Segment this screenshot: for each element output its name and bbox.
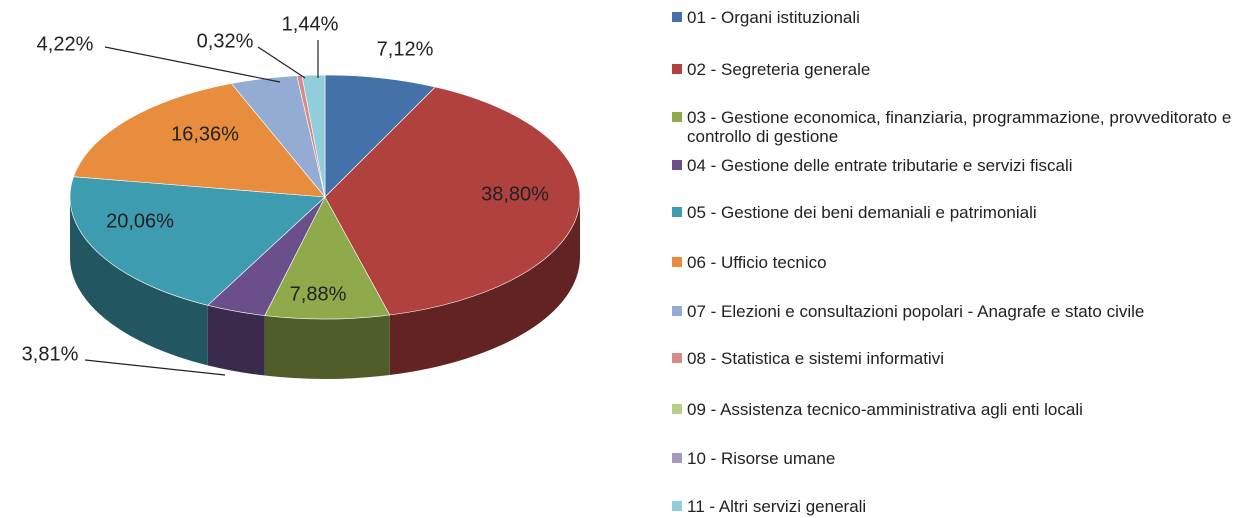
- legend-item: 03 - Gestione economica, finanziaria, pr…: [672, 108, 1232, 146]
- legend-swatch: [672, 160, 682, 170]
- legend-label: 09 - Assistenza tecnico-amministrativa a…: [687, 400, 1083, 419]
- legend-item: 01 - Organi istituzionali: [672, 8, 1232, 27]
- legend-item: 05 - Gestione dei beni demaniali e patri…: [672, 203, 1232, 222]
- data-label: 16,36%: [171, 123, 239, 145]
- leader-line: [84, 359, 226, 376]
- slice: [69, 176, 326, 306]
- data-label: 4,22%: [37, 33, 94, 55]
- legend-swatch: [672, 453, 682, 463]
- legend-swatch: [672, 112, 682, 122]
- legend-item: 02 - Segreteria generale: [672, 60, 1232, 79]
- legend-item: 10 - Risorse umane: [672, 449, 1232, 468]
- legend-item: 07 - Elezioni e consultazioni popolari -…: [672, 302, 1232, 321]
- legend-label: 08 - Statistica e sistemi informativi: [687, 349, 944, 368]
- legend-label: 03 - Gestione economica, finanziaria, pr…: [687, 108, 1232, 146]
- legend-label: 07 - Elezioni e consultazioni popolari -…: [687, 302, 1145, 321]
- legend-label: 10 - Risorse umane: [687, 449, 836, 468]
- legend-swatch: [672, 207, 682, 217]
- legend-swatch: [672, 501, 682, 511]
- slice: [324, 86, 581, 316]
- data-label: 7,12%: [377, 38, 434, 60]
- legend-swatch: [672, 12, 682, 22]
- slice-side: [207, 305, 265, 376]
- legend-label: 05 - Gestione dei beni demaniali e patri…: [687, 203, 1037, 222]
- legend-item: 09 - Assistenza tecnico-amministrativa a…: [672, 400, 1232, 419]
- leader-line: [104, 46, 281, 83]
- legend-item: 08 - Statistica e sistemi informativi: [672, 349, 1232, 368]
- data-label: 38,80%: [481, 183, 549, 205]
- leader-line: [257, 46, 306, 79]
- data-label: 7,88%: [290, 283, 347, 305]
- pie-chart: 7,12% 38,80% 7,88% 3,81% 20,06% 16,36% 4,22% 0,…: [22, 13, 581, 379]
- legend-swatch: [672, 404, 682, 414]
- legend-swatch: [672, 353, 682, 363]
- legend-label: 11 - Altri servizi generali: [687, 497, 867, 516]
- data-label: 1,44%: [282, 13, 339, 35]
- slice: [264, 196, 391, 320]
- legend-swatch: [672, 64, 682, 74]
- data-label: 3,81%: [22, 343, 79, 365]
- legend-label: 01 - Organi istituzionali: [687, 8, 860, 27]
- legend-label: 06 - Ufficio tecnico: [687, 253, 827, 272]
- slice-side: [70, 197, 208, 366]
- legend-label: 02 - Segreteria generale: [687, 60, 871, 79]
- slice: [73, 83, 326, 198]
- legend-item: 06 - Ufficio tecnico: [672, 253, 1232, 272]
- legend-swatch: [672, 306, 682, 316]
- legend-item: 04 - Gestione delle entrate tributarie e…: [672, 156, 1232, 175]
- legend-swatch: [672, 257, 682, 267]
- slice: [324, 74, 436, 198]
- data-label: 0,32%: [197, 30, 254, 52]
- slice-side: [264, 315, 390, 379]
- data-label: 20,06%: [106, 210, 174, 232]
- slice-side: [389, 197, 580, 376]
- legend-item: 11 - Altri servizi generali: [672, 497, 1232, 516]
- legend-label: 04 - Gestione delle entrate tributarie e…: [687, 156, 1073, 175]
